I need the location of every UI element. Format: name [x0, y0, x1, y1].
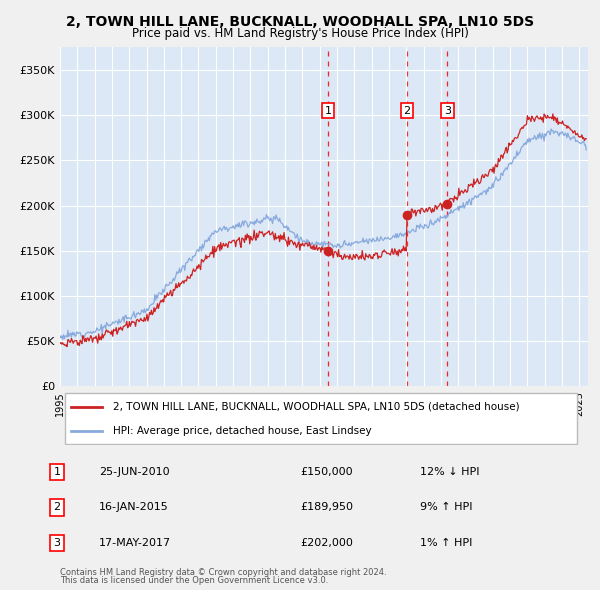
Text: 1: 1 — [325, 106, 331, 116]
Text: £150,000: £150,000 — [300, 467, 353, 477]
Text: 2, TOWN HILL LANE, BUCKNALL, WOODHALL SPA, LN10 5DS (detached house): 2, TOWN HILL LANE, BUCKNALL, WOODHALL SP… — [113, 402, 520, 412]
Text: Price paid vs. HM Land Registry's House Price Index (HPI): Price paid vs. HM Land Registry's House … — [131, 27, 469, 40]
Text: 2: 2 — [403, 106, 410, 116]
Text: 16-JAN-2015: 16-JAN-2015 — [99, 503, 169, 512]
Text: 25-JUN-2010: 25-JUN-2010 — [99, 467, 170, 477]
Text: 1: 1 — [53, 467, 61, 477]
Text: 12% ↓ HPI: 12% ↓ HPI — [420, 467, 479, 477]
Text: 2, TOWN HILL LANE, BUCKNALL, WOODHALL SPA, LN10 5DS: 2, TOWN HILL LANE, BUCKNALL, WOODHALL SP… — [66, 15, 534, 29]
Text: 2: 2 — [53, 503, 61, 512]
Text: 3: 3 — [444, 106, 451, 116]
Text: 17-MAY-2017: 17-MAY-2017 — [99, 538, 171, 548]
Text: 9% ↑ HPI: 9% ↑ HPI — [420, 503, 473, 512]
FancyBboxPatch shape — [65, 394, 577, 444]
Text: Contains HM Land Registry data © Crown copyright and database right 2024.: Contains HM Land Registry data © Crown c… — [60, 568, 386, 577]
Text: This data is licensed under the Open Government Licence v3.0.: This data is licensed under the Open Gov… — [60, 576, 328, 585]
Text: £189,950: £189,950 — [300, 503, 353, 512]
Text: £202,000: £202,000 — [300, 538, 353, 548]
Text: 3: 3 — [53, 538, 61, 548]
Text: HPI: Average price, detached house, East Lindsey: HPI: Average price, detached house, East… — [113, 426, 371, 436]
Text: 1% ↑ HPI: 1% ↑ HPI — [420, 538, 472, 548]
